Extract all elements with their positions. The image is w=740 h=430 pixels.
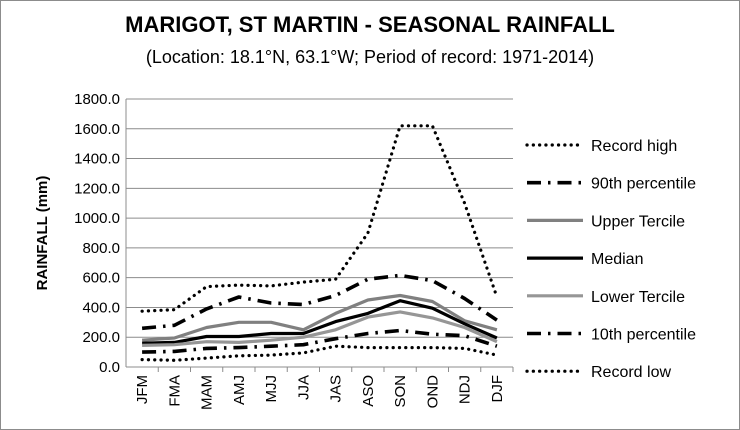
y-tick-label: 400.0 <box>82 299 120 316</box>
y-tick-label: 1200.0 <box>74 180 120 197</box>
legend-label-record-low: Record low <box>591 364 671 381</box>
y-tick-label: 1000.0 <box>74 210 120 227</box>
series-line-median <box>142 299 498 345</box>
y-tick-label: 1400.0 <box>74 151 120 168</box>
legend-label-lower-tercile: Lower Tercile <box>591 289 685 306</box>
legend-label-record-high: Record high <box>591 138 677 155</box>
series-line-10th-percentile <box>142 328 498 354</box>
chart-title: MARIGOT, ST MARTIN - SEASONAL RAINFALL <box>125 12 615 37</box>
y-tick-label: 600.0 <box>82 270 120 287</box>
y-tick-label: 0.0 <box>99 359 120 376</box>
x-tick-label: MAM <box>199 375 216 410</box>
legend: Record high 90th percentile Upper Tercile M… <box>525 138 696 381</box>
legend-label-10th-percentile: 10th percentile <box>591 327 696 344</box>
x-tick-labels: JFM FMA MAM AMJ MJJ JJA JAS ASO SON OND NDJ DJF <box>134 375 506 410</box>
x-tick-label: NDJ <box>457 375 474 404</box>
x-tick-label: OND <box>424 375 441 409</box>
x-tick-label: MJJ <box>263 375 280 403</box>
legend-label-upper-tercile: Upper Tercile <box>591 213 685 230</box>
y-tick-label: 200.0 <box>82 329 120 346</box>
x-tick-label: ASO <box>360 375 377 407</box>
gridlines <box>126 98 513 338</box>
legend-label-90th-percentile: 90th percentile <box>591 176 696 193</box>
x-tick-label: JJA <box>295 375 312 400</box>
y-tick-label: 1800.0 <box>74 91 120 108</box>
x-tick-label: AMJ <box>231 375 248 405</box>
y-tick-label: 800.0 <box>82 240 120 257</box>
series-line-record-low <box>140 344 499 362</box>
x-tick-label: JAS <box>328 375 345 403</box>
y-tick-label: 1600.0 <box>74 121 120 138</box>
x-tick-label: FMA <box>166 375 183 407</box>
series-line-upper-tercile <box>141 293 498 342</box>
x-tick-label: JFM <box>134 375 151 404</box>
axes <box>125 99 514 372</box>
series-lines <box>140 124 499 362</box>
x-tick-label: DJF <box>489 375 506 403</box>
x-tick-label: SON <box>392 375 409 408</box>
y-tick-labels: 0.0 200.0 400.0 600.0 800.0 1000.0 1200.0 1400.… <box>74 91 120 376</box>
series-line-record-high <box>140 124 499 313</box>
legend-label-median: Median <box>591 251 643 268</box>
series-line-90th-percentile <box>141 273 498 331</box>
y-axis-label: RAINFALL (mm) <box>34 176 51 291</box>
chart-subtitle: (Location: 18.1°N, 63.1°W; Period of rec… <box>146 47 594 67</box>
series-line-lower-tercile <box>142 310 498 347</box>
